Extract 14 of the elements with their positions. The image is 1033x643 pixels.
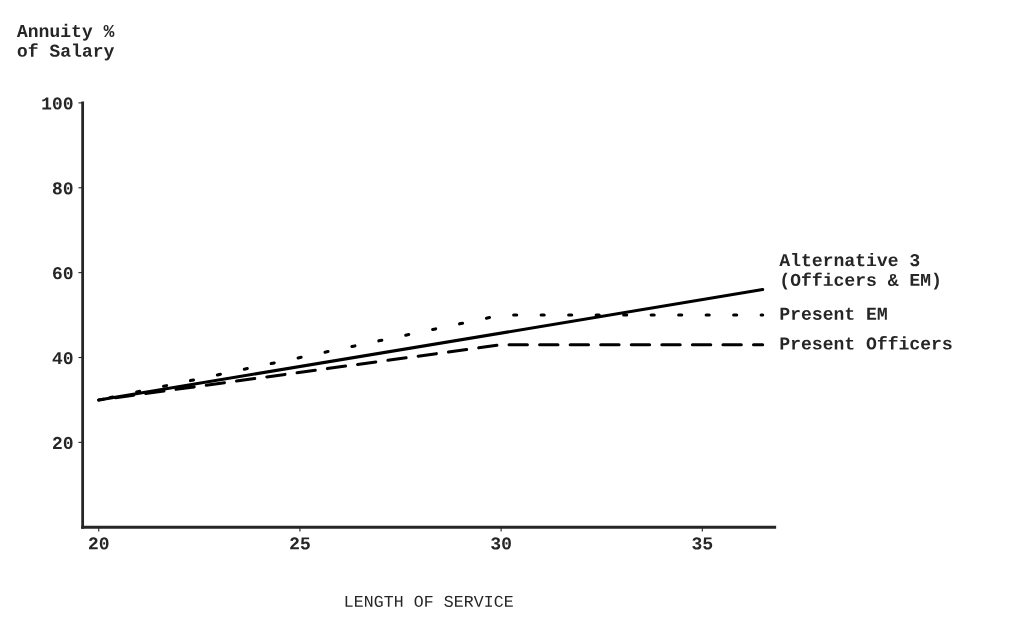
x-tick-label: 35: [692, 537, 713, 550]
series-label: Present Officers: [780, 336, 952, 350]
y-tick-label: 80: [52, 182, 73, 195]
y-tick-label: 20: [53, 436, 73, 450]
x-tick-label: 25: [290, 537, 310, 550]
x-tick-label: 20: [88, 537, 109, 550]
x-axis-title: LENGTH OF SERVICE: [345, 595, 513, 608]
series-label: Alternative 3 (Officers & EM): [779, 253, 939, 290]
y-axis-title: Annuity % of Salary: [16, 23, 115, 61]
y-tick-label: 40: [52, 351, 73, 365]
y-tick-label: 100: [42, 97, 73, 110]
y-tick-label: 60: [53, 267, 73, 280]
series-label: Present EM: [780, 307, 887, 320]
x-tick-label: 30: [491, 537, 511, 550]
